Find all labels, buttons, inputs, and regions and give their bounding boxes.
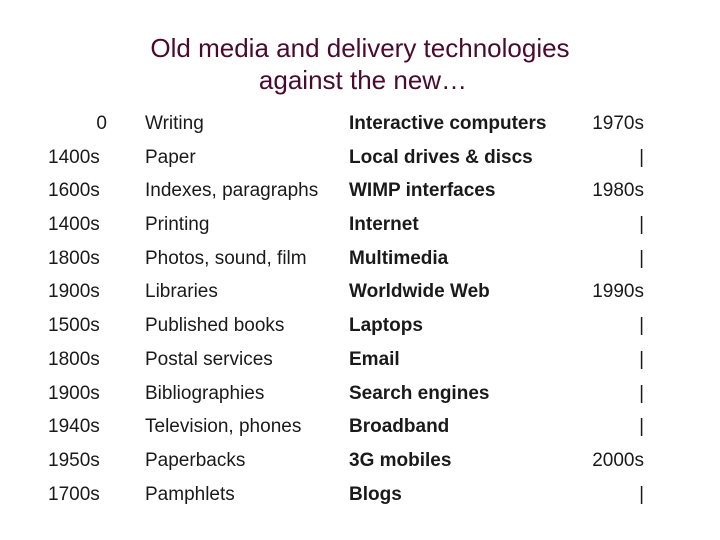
old-technology: Postal services bbox=[145, 348, 273, 370]
old-date: 0 bbox=[96, 113, 107, 134]
new-era: 1990s bbox=[592, 281, 644, 303]
new-era: 2000s bbox=[592, 449, 644, 471]
new-technology: Blogs bbox=[349, 483, 402, 505]
old-date: 1800s bbox=[48, 247, 100, 269]
new-era: | bbox=[639, 348, 644, 370]
new-technology: Worldwide Web bbox=[349, 281, 490, 303]
table-row: 0 Writing Interactive computers 1970s bbox=[0, 107, 720, 141]
new-era: 1970s bbox=[592, 113, 644, 134]
old-technology: Bibliographies bbox=[145, 382, 265, 404]
new-era: | bbox=[639, 382, 644, 404]
new-era: | bbox=[639, 315, 644, 337]
new-era: | bbox=[639, 483, 644, 505]
new-era: | bbox=[639, 416, 644, 438]
old-technology: Paper bbox=[145, 146, 196, 168]
title-line-2: against the new… bbox=[258, 65, 468, 95]
title-line-1: Old media and delivery technologies bbox=[150, 33, 570, 63]
old-date: 1950s bbox=[48, 449, 100, 471]
table-row: 1900s Libraries Worldwide Web 1990s bbox=[0, 275, 720, 309]
old-date: 1700s bbox=[48, 483, 100, 505]
slide-title: Old media and delivery technologies agai… bbox=[0, 32, 720, 96]
table-row: 1950s Paperbacks 3G mobiles 2000s bbox=[0, 444, 720, 478]
table-row: 1940s Television, phones Broadband | bbox=[0, 410, 720, 444]
new-technology: Internet bbox=[349, 214, 419, 236]
old-date: 1900s bbox=[48, 281, 100, 303]
new-technology: Email bbox=[349, 348, 400, 370]
new-technology: Broadband bbox=[349, 416, 450, 438]
new-technology: WIMP interfaces bbox=[349, 180, 496, 202]
old-technology: Television, phones bbox=[145, 416, 302, 438]
table-row: 1700s Pamphlets Blogs | bbox=[0, 478, 720, 512]
old-date: 1400s bbox=[48, 214, 100, 236]
table-row: 1400s Printing Internet | bbox=[0, 208, 720, 242]
new-technology: Interactive computers bbox=[349, 113, 547, 134]
old-technology: Indexes, paragraphs bbox=[145, 180, 319, 202]
comparison-table: 0 Writing Interactive computers 1970s 14… bbox=[0, 107, 720, 511]
old-technology: Libraries bbox=[145, 281, 218, 303]
old-date: 1800s bbox=[48, 348, 100, 370]
old-technology: Printing bbox=[145, 214, 210, 236]
table-row: 1600s Indexes, paragraphs WIMP interface… bbox=[0, 174, 720, 208]
old-technology: Writing bbox=[145, 113, 204, 134]
old-date: 1940s bbox=[48, 416, 100, 438]
old-technology: Pamphlets bbox=[145, 483, 235, 505]
table-row: 1400s Paper Local drives & discs | bbox=[0, 141, 720, 175]
old-technology: Paperbacks bbox=[145, 449, 246, 471]
new-technology: Local drives & discs bbox=[349, 146, 533, 168]
table-row: 1800s Postal services Email | bbox=[0, 343, 720, 377]
new-era: | bbox=[639, 247, 644, 269]
old-date: 1600s bbox=[48, 180, 100, 202]
old-technology: Published books bbox=[145, 315, 285, 337]
old-date: 1900s bbox=[48, 382, 100, 404]
new-era: | bbox=[639, 214, 644, 236]
old-date: 1400s bbox=[48, 146, 100, 168]
old-date: 1500s bbox=[48, 315, 100, 337]
new-era: | bbox=[639, 146, 644, 168]
new-technology: Laptops bbox=[349, 315, 423, 337]
old-technology: Photos, sound, film bbox=[145, 247, 307, 269]
new-era: 1980s bbox=[592, 180, 644, 202]
new-technology: 3G mobiles bbox=[349, 449, 452, 471]
table-row: 1900s Bibliographies Search engines | bbox=[0, 377, 720, 411]
table-row: 1800s Photos, sound, film Multimedia | bbox=[0, 242, 720, 276]
new-technology: Search engines bbox=[349, 382, 490, 404]
table-row: 1500s Published books Laptops | bbox=[0, 309, 720, 343]
new-technology: Multimedia bbox=[349, 247, 449, 269]
